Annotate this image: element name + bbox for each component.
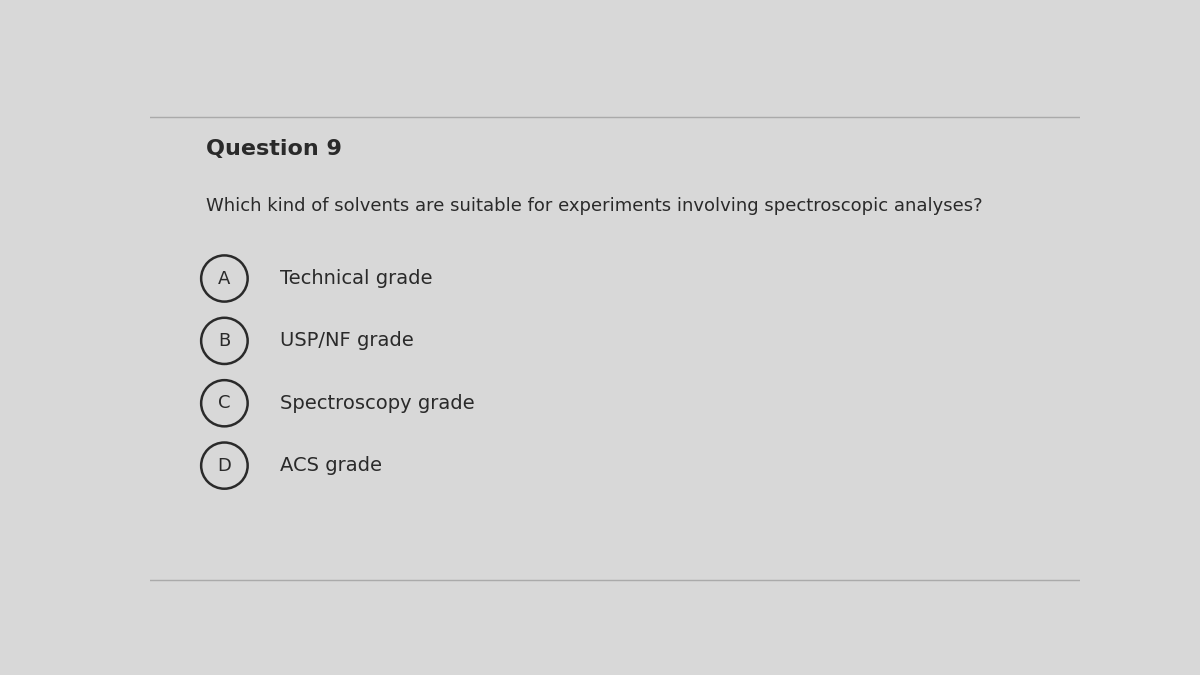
- Text: B: B: [218, 332, 230, 350]
- Text: USP/NF grade: USP/NF grade: [281, 331, 414, 350]
- Text: A: A: [218, 269, 230, 288]
- Text: C: C: [218, 394, 230, 412]
- Text: Spectroscopy grade: Spectroscopy grade: [281, 394, 475, 412]
- Text: Technical grade: Technical grade: [281, 269, 433, 288]
- Text: Question 9: Question 9: [206, 138, 342, 159]
- Text: D: D: [217, 456, 232, 475]
- Text: Which kind of solvents are suitable for experiments involving spectroscopic anal: Which kind of solvents are suitable for …: [206, 196, 983, 215]
- Text: ACS grade: ACS grade: [281, 456, 383, 475]
